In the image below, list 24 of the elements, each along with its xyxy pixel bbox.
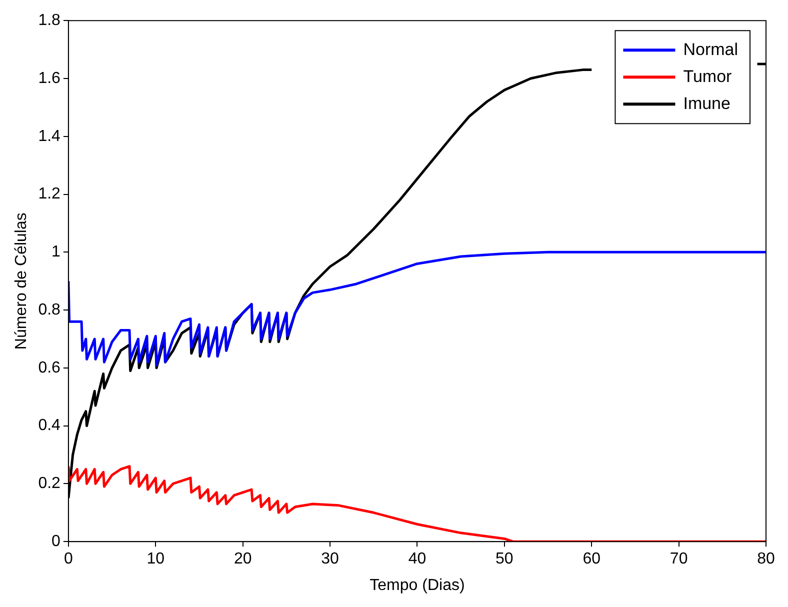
y-tick-label: 1.2 bbox=[38, 186, 61, 203]
legend-label: Imune bbox=[683, 94, 730, 113]
y-tick-label: 0.8 bbox=[38, 301, 61, 318]
y-tick-label: 0.6 bbox=[38, 359, 61, 376]
x-tick-label: 30 bbox=[321, 550, 340, 568]
y-tick-label: 0 bbox=[52, 533, 61, 550]
y-tick-label: 0.4 bbox=[38, 417, 61, 434]
x-tick-label: 10 bbox=[146, 550, 165, 568]
x-tick-label: 40 bbox=[408, 550, 426, 568]
y-tick-label: 1.6 bbox=[38, 70, 61, 87]
legend-label: Tumor bbox=[683, 66, 732, 86]
y-tick-label: 0.2 bbox=[38, 475, 61, 492]
legend-label: Normal bbox=[683, 40, 738, 59]
x-tick-label: 0 bbox=[64, 550, 73, 568]
x-tick-label: 20 bbox=[234, 550, 252, 568]
x-axis-title: Tempo (Dias) bbox=[370, 576, 465, 594]
x-tick-label: 50 bbox=[496, 550, 514, 568]
x-tick-label: 70 bbox=[670, 550, 688, 568]
x-tick-label: 60 bbox=[582, 550, 601, 568]
y-tick-label: 1.4 bbox=[38, 128, 61, 145]
x-tick-label: 80 bbox=[757, 550, 775, 568]
y-tick-label: 1.8 bbox=[38, 12, 61, 30]
y-axis-title: Número de Células bbox=[13, 212, 30, 350]
y-tick-label: 1 bbox=[52, 244, 61, 261]
